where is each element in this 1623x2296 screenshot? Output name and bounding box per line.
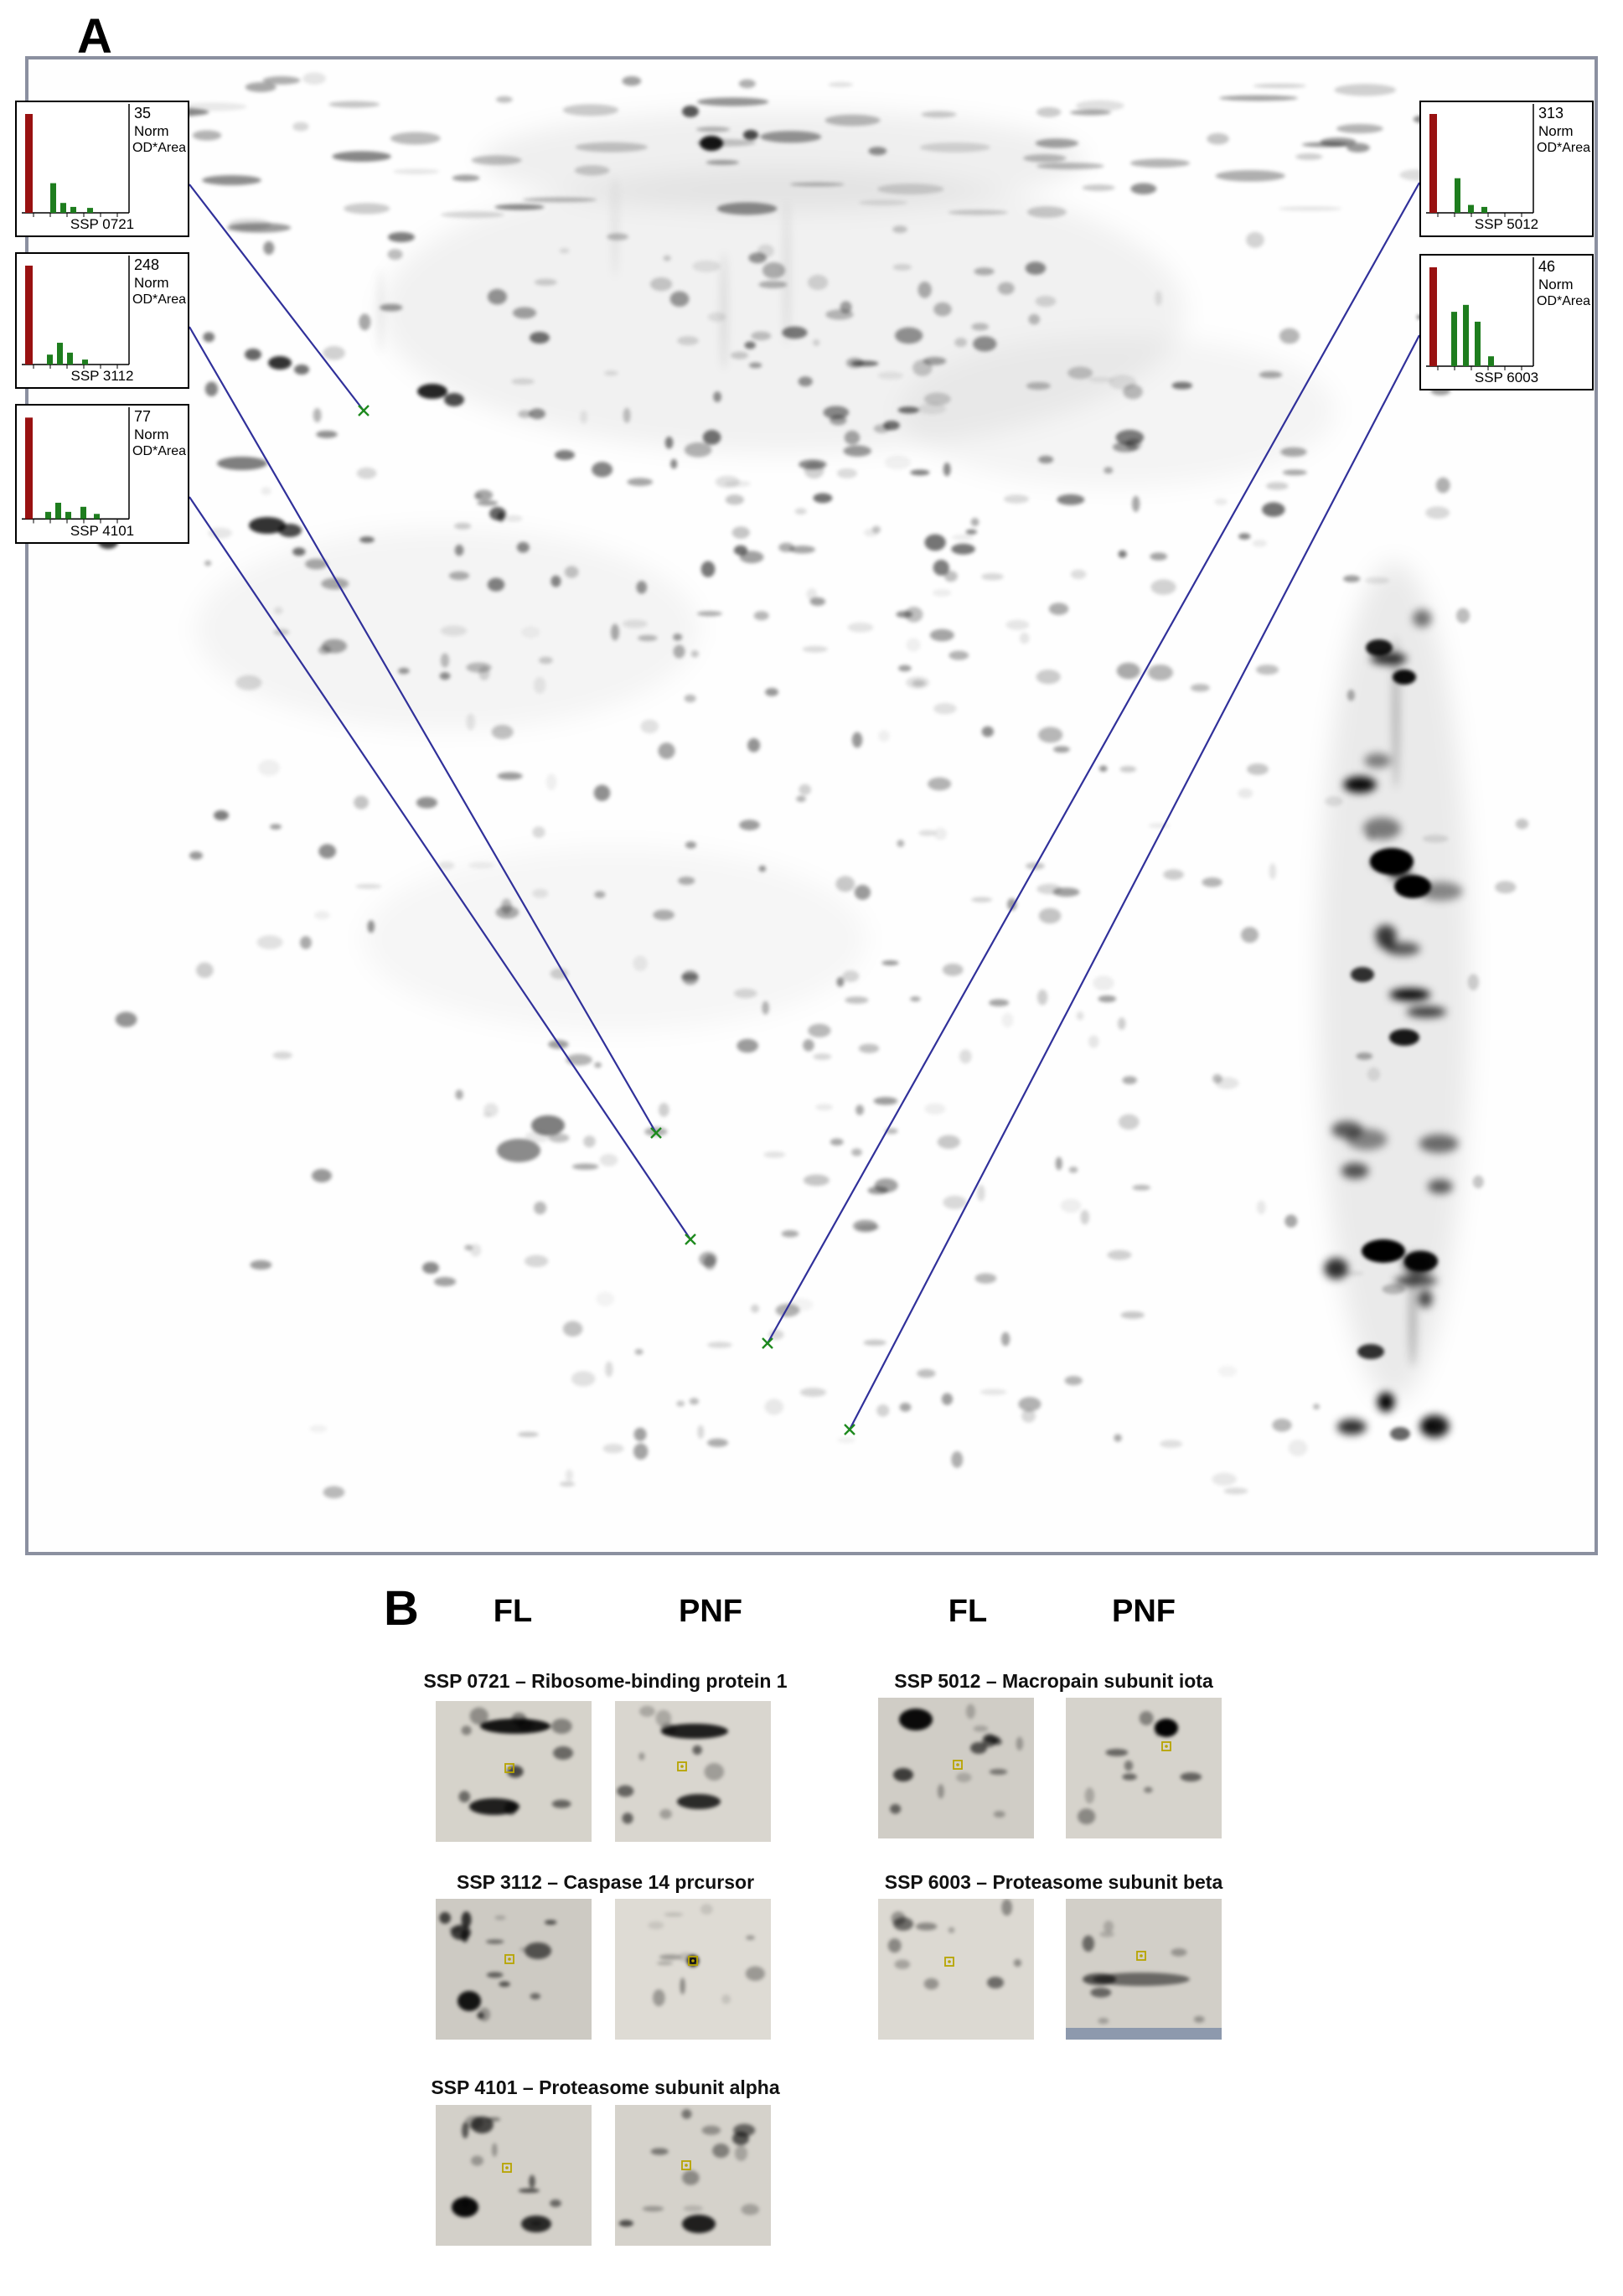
column-header-pnf-right: PNF [1112,1594,1176,1629]
column-header-fl-left: FL [493,1594,533,1629]
gel-image [98,72,1535,1499]
gel-crop-ssp4101-pnf [615,2105,771,2246]
panel-a-label: A [77,9,112,64]
gel-crop-ssp5012-pnf [1066,1698,1222,1838]
norm-label: Norm [1538,123,1574,139]
gel-crop-ssp0721-pnf [615,1701,771,1842]
gel-crop-ssp5012-fl [878,1698,1034,1838]
ssp-label: SSP 6003 [1474,370,1539,385]
ssp-label: SSP 3112 [70,368,134,384]
inset-ssp5012: 313 Norm OD*Area SSP 5012 [1419,101,1594,237]
gel-crop-ssp4101-fl [436,2105,592,2246]
spot-number: 313 [1538,105,1564,122]
spot-number: 77 [134,408,152,425]
unit-label: OD*Area [1537,294,1591,308]
gel-crop-ssp3112-pnf [615,1899,771,2040]
inset-ssp4101: 77 Norm OD*Area SSP 4101 [15,404,189,544]
unit-label: OD*Area [1537,141,1591,155]
gel-crop-ssp0721-fl [436,1701,592,1842]
gel-crop-ssp6003-fl [878,1899,1034,2040]
section-title-ssp6003: SSP 6003 – Proteasome subunit beta [884,1871,1223,1893]
mini-bar-chart [22,104,130,217]
mini-bar-chart [1426,257,1534,370]
ssp-label: SSP 5012 [1474,216,1539,232]
inset-ssp0721: 35 Norm OD*Area SSP 0721 [15,101,189,237]
section-title-ssp4101: SSP 4101 – Proteasome subunit alpha [431,2076,780,2098]
norm-label: Norm [134,123,169,139]
ssp-label: SSP 4101 [70,523,135,539]
gel-crop-ssp3112-fl [436,1899,592,2040]
spot-number: 35 [134,105,152,122]
section-title-ssp3112: SSP 3112 – Caspase 14 prcursor [456,1871,755,1893]
mini-bar-chart [22,407,130,524]
norm-label: Norm [134,275,169,291]
unit-label: OD*Area [132,141,187,155]
panel-b-label: B [384,1581,419,1636]
inset-ssp3112: 248 Norm OD*Area SSP 3112 [15,252,189,389]
column-header-pnf-left: PNF [679,1594,742,1629]
mini-bar-chart [1426,104,1534,217]
norm-label: Norm [1538,277,1574,292]
section-title-ssp0721: SSP 0721 – Ribosome-binding protein 1 [423,1670,788,1692]
gel-crop-ssp6003-pnf [1066,1899,1222,2040]
inset-ssp6003: 46 Norm OD*Area SSP 6003 [1419,254,1594,390]
column-header-fl-right: FL [948,1594,988,1629]
unit-label: OD*Area [132,292,187,307]
norm-label: Norm [134,427,169,442]
mini-bar-chart [22,256,130,369]
spot-number: 248 [134,256,160,273]
gel-2d-panel [25,56,1598,1555]
unit-label: OD*Area [132,444,187,458]
ssp-label: SSP 0721 [70,216,135,232]
section-title-ssp5012: SSP 5012 – Macropain subunit iota [894,1670,1213,1692]
spot-number: 46 [1538,258,1556,275]
